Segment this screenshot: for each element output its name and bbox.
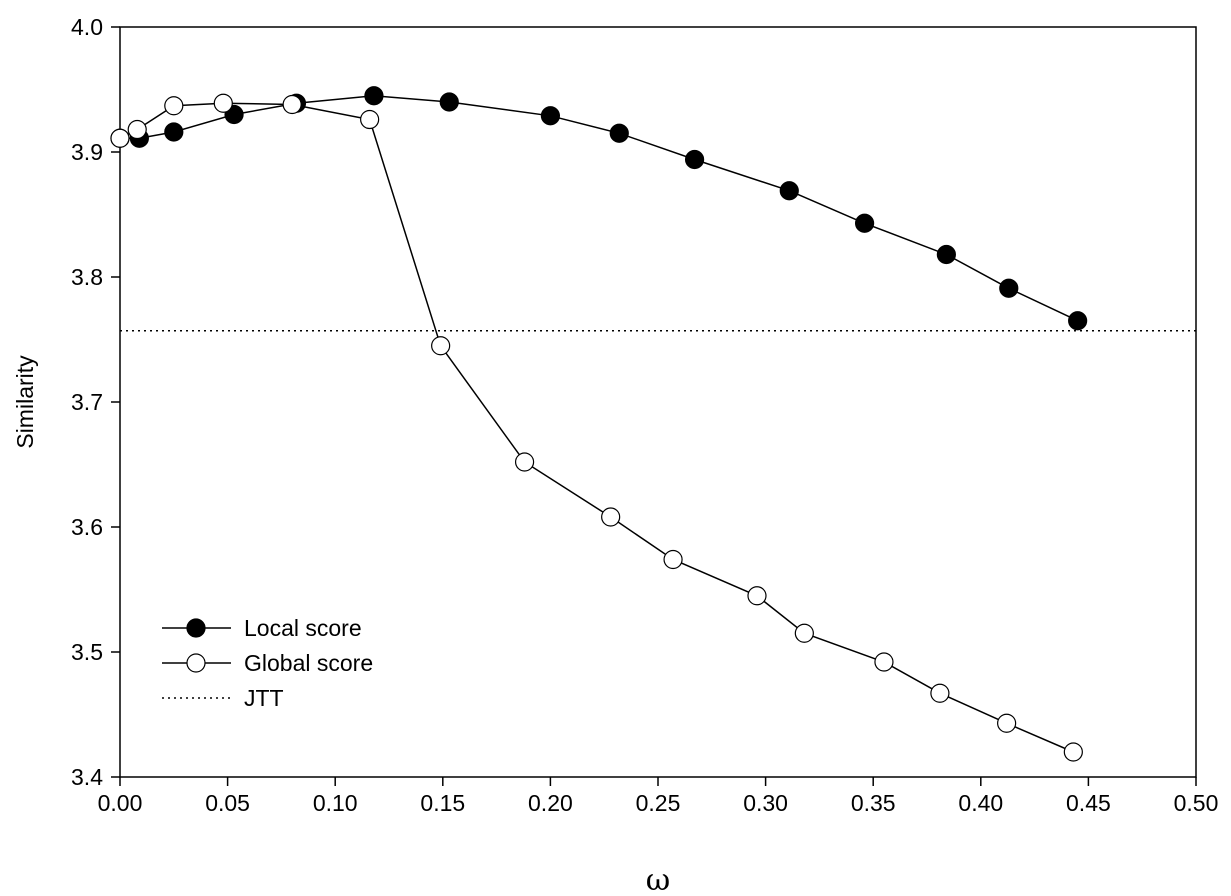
x-tick-label: 0.30 — [743, 790, 788, 816]
local-score-point — [936, 244, 956, 265]
legend-label-local-score: Local score — [244, 615, 362, 641]
local-score-point — [439, 92, 459, 112]
global-score-point — [213, 93, 233, 113]
global-score-point — [431, 336, 451, 356]
x-tick-label: 0.40 — [958, 790, 1003, 816]
global-score-line — [119, 102, 1074, 753]
global-score-point — [282, 94, 302, 115]
x-tick-label: 0.50 — [1174, 790, 1219, 816]
legend: Local score Global score JTT — [162, 615, 373, 711]
local-score-point — [779, 181, 799, 201]
y-tick-label: 3.4 — [71, 764, 103, 790]
legend-swatch-marker-global-score — [186, 653, 206, 673]
y-axis: 3.4 3.5 3.6 3.7 3.8 3.9 4.0 — [71, 14, 120, 790]
x-axis: 0.00 0.05 0.10 0.15 0.20 0.25 0.30 0.35 0.40 0.45… — [98, 777, 1219, 816]
global-score-point — [360, 109, 380, 130]
x-tick-label: 0.35 — [851, 790, 896, 816]
x-tick-label: 0.10 — [313, 790, 358, 816]
x-tick-label: 0.15 — [420, 790, 465, 816]
local-score-point — [854, 213, 875, 233]
local-score-point — [1068, 311, 1088, 331]
local-score-point — [540, 106, 561, 126]
local-score-point — [364, 86, 384, 106]
local-score-line — [120, 95, 1078, 322]
global-score-point — [1063, 742, 1083, 762]
local-score-point — [609, 123, 629, 143]
global-score-point — [663, 549, 683, 570]
x-tick-label: 0.00 — [98, 790, 143, 816]
y-tick-label: 3.7 — [71, 389, 103, 415]
x-tick-label: 0.20 — [528, 790, 573, 816]
global-score-point — [794, 623, 814, 643]
global-score-point — [874, 652, 894, 672]
local-score-point — [999, 278, 1019, 298]
x-tick-label: 0.25 — [636, 790, 681, 816]
global-score-point — [930, 683, 950, 703]
local-score-point — [164, 122, 184, 142]
global-score-point — [110, 128, 130, 148]
legend-label-global-score: Global score — [244, 650, 373, 676]
global-score-point — [164, 96, 184, 116]
y-tick-label: 3.5 — [71, 639, 103, 665]
x-axis-title: ω — [646, 863, 670, 896]
x-tick-label: 0.05 — [205, 790, 250, 816]
y-tick-label: 4.0 — [71, 14, 103, 40]
global-score-point — [601, 507, 621, 527]
global-score-point — [127, 119, 147, 140]
y-tick-label: 3.6 — [71, 514, 103, 540]
x-tick-label: 0.45 — [1066, 790, 1111, 816]
local-score-point — [684, 149, 705, 170]
y-axis-title: Similarity — [12, 355, 38, 449]
legend-label-jtt: JTT — [244, 685, 284, 711]
global-score-point — [747, 586, 767, 606]
y-tick-label: 3.9 — [71, 139, 103, 165]
global-score-point — [997, 713, 1017, 733]
series-markers — [110, 86, 1088, 762]
legend-swatch-marker-local-score — [186, 618, 206, 638]
global-score-point — [514, 452, 535, 472]
y-tick-label: 3.8 — [71, 264, 103, 290]
